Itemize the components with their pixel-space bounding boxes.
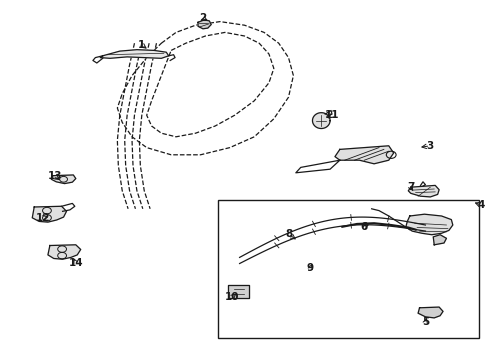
Polygon shape xyxy=(51,175,76,184)
Text: 4: 4 xyxy=(477,200,485,210)
Polygon shape xyxy=(227,285,249,298)
Polygon shape xyxy=(32,206,66,222)
Text: 10: 10 xyxy=(224,292,239,302)
Text: 2: 2 xyxy=(199,13,206,23)
Text: 11: 11 xyxy=(325,110,339,120)
Polygon shape xyxy=(48,245,81,259)
Polygon shape xyxy=(334,146,393,164)
Text: 3: 3 xyxy=(426,141,433,151)
Text: 5: 5 xyxy=(421,317,428,327)
Text: 14: 14 xyxy=(68,258,83,268)
Text: 13: 13 xyxy=(47,171,62,181)
Polygon shape xyxy=(405,214,452,235)
Text: 6: 6 xyxy=(360,222,367,232)
Polygon shape xyxy=(198,20,211,29)
Polygon shape xyxy=(407,185,438,197)
Text: 12: 12 xyxy=(36,213,50,223)
Text: 8: 8 xyxy=(285,229,291,239)
Text: 9: 9 xyxy=(306,263,313,273)
Polygon shape xyxy=(432,235,446,245)
Text: 7: 7 xyxy=(406,182,414,192)
Bar xyxy=(217,200,478,338)
Polygon shape xyxy=(417,307,442,318)
Polygon shape xyxy=(100,50,168,58)
Polygon shape xyxy=(312,113,329,129)
Text: 1: 1 xyxy=(138,40,145,50)
